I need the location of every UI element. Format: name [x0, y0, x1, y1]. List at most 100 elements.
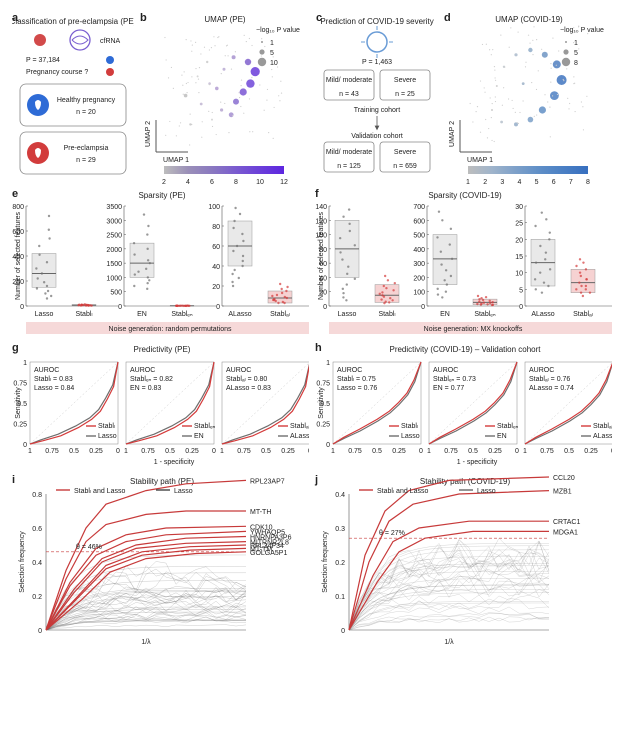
- panel-h-label: h: [315, 342, 322, 354]
- svg-text:0.75: 0.75: [444, 448, 458, 455]
- svg-text:EN = 0.83: EN = 0.83: [130, 385, 161, 392]
- svg-text:0.25: 0.25: [584, 448, 598, 455]
- svg-text:UMAP 2: UMAP 2: [449, 121, 456, 147]
- svg-text:MT-TH: MT-TH: [250, 509, 271, 516]
- svg-text:Stablₗ: Stablₗ: [98, 423, 115, 430]
- svg-text:Lasso = 0.84: Lasso = 0.84: [34, 385, 74, 392]
- svg-text:Lasso: Lasso: [477, 488, 496, 495]
- panel-b: b UMAP (PE)UMAP 1UMAP 2−log₁₀ P value151…: [140, 12, 310, 184]
- a-pfeat: P = 37,184: [26, 57, 60, 64]
- svg-text:−log₁₀ P value: −log₁₀ P value: [560, 27, 604, 34]
- svg-text:500: 500: [413, 233, 425, 240]
- svg-text:EN: EN: [440, 311, 450, 318]
- svg-text:MDGA1: MDGA1: [553, 529, 578, 536]
- cfrna-text: cfRNA: [100, 38, 121, 45]
- a-course: Pregnancy course ?: [26, 69, 88, 76]
- svg-text:1/λ: 1/λ: [444, 639, 454, 646]
- svg-text:Stablₐₗ: Stablₐₗ: [270, 311, 290, 318]
- svg-text:700: 700: [413, 204, 425, 211]
- svg-text:Sensitivity: Sensitivity: [15, 387, 22, 419]
- svg-text:400: 400: [413, 247, 425, 254]
- svg-text:Sensitivity: Sensitivity: [318, 387, 325, 419]
- svg-text:0.25: 0.25: [316, 422, 330, 429]
- svg-text:0.5: 0.5: [468, 448, 478, 455]
- svg-text:30: 30: [515, 204, 523, 211]
- svg-text:5: 5: [519, 287, 523, 294]
- svg-text:Sparsity (PE): Sparsity (PE): [138, 191, 185, 200]
- svg-text:10: 10: [515, 271, 523, 278]
- panel-c-label: c: [316, 12, 322, 24]
- svg-text:0.4: 0.4: [335, 492, 345, 499]
- svg-text:Stability path (PE): Stability path (PE): [130, 477, 194, 486]
- svg-text:1: 1: [574, 40, 578, 47]
- svg-text:EN: EN: [194, 433, 204, 440]
- panel-j: j Stability path (COVID-19)00.10.20.30.4…: [315, 474, 612, 654]
- svg-text:0.75: 0.75: [45, 448, 59, 455]
- svg-text:Stablₐₗ: Stablₐₗ: [593, 423, 612, 430]
- svg-text:1 - specificity: 1 - specificity: [457, 459, 498, 466]
- svg-text:EN = 0.77: EN = 0.77: [433, 385, 464, 392]
- svg-text:Number of selected features: Number of selected features: [15, 212, 22, 300]
- svg-text:1: 1: [270, 40, 274, 47]
- svg-text:100: 100: [208, 204, 220, 211]
- svg-text:0: 0: [419, 448, 423, 455]
- svg-text:0.8: 0.8: [32, 492, 42, 499]
- svg-text:Stablₗ: Stablₗ: [401, 423, 418, 430]
- svg-text:80: 80: [212, 224, 220, 231]
- svg-text:ALasso: ALasso: [531, 311, 554, 318]
- svg-text:10: 10: [270, 60, 278, 67]
- svg-text:0.3: 0.3: [335, 526, 345, 533]
- svg-text:CCL20: CCL20: [553, 475, 575, 482]
- a-pe-n: n = 29: [76, 157, 96, 164]
- svg-text:0.2: 0.2: [335, 560, 345, 567]
- svg-text:100: 100: [413, 290, 425, 297]
- svg-text:0.25: 0.25: [89, 448, 103, 455]
- svg-text:0: 0: [116, 448, 120, 455]
- panel-g-label: g: [12, 342, 19, 354]
- svg-text:ALasso = 0.83: ALasso = 0.83: [226, 385, 271, 392]
- svg-text:Selection frequency: Selection frequency: [19, 531, 26, 593]
- svg-text:θ = 46%: θ = 46%: [76, 544, 102, 551]
- svg-text:−log₁₀ P value: −log₁₀ P value: [256, 27, 300, 34]
- svg-text:20: 20: [212, 284, 220, 291]
- svg-text:1 - specificity: 1 - specificity: [154, 459, 195, 466]
- c-valid-sev-l: Severe: [394, 149, 416, 156]
- svg-text:0.25: 0.25: [392, 448, 406, 455]
- svg-text:ALasso: ALasso: [290, 433, 309, 440]
- svg-text:Number of selected features: Number of selected features: [318, 212, 325, 300]
- c-train-mild-l: Mild/ moderate: [326, 77, 372, 84]
- panel-i-label: i: [12, 474, 15, 486]
- cfrna-wave: [72, 36, 88, 44]
- panel-e-label: e: [12, 188, 18, 200]
- virus-spikes: [361, 26, 393, 58]
- svg-text:AUROC: AUROC: [34, 367, 59, 374]
- svg-text:0: 0: [611, 448, 612, 455]
- svg-text:0.75: 0.75: [316, 381, 330, 388]
- svg-text:0: 0: [519, 304, 523, 311]
- svg-text:0.25: 0.25: [13, 422, 27, 429]
- svg-text:Stablₗ = 0.75: Stablₗ = 0.75: [337, 376, 376, 383]
- svg-text:Stablₗ and Lasso: Stablₗ and Lasso: [377, 488, 428, 495]
- svg-text:Predictivity (PE): Predictivity (PE): [134, 345, 191, 354]
- svg-text:6: 6: [210, 179, 214, 184]
- panel-j-label: j: [315, 474, 318, 486]
- c-valid-sev-n: n = 659: [393, 163, 417, 170]
- a-pe-label: Pre-eclampsia: [64, 145, 109, 152]
- svg-text:1: 1: [23, 360, 27, 367]
- svg-text:0.75: 0.75: [237, 448, 251, 455]
- svg-text:0.75: 0.75: [540, 448, 554, 455]
- svg-text:θ = 27%: θ = 27%: [379, 530, 405, 537]
- svg-text:RPL23AP7: RPL23AP7: [250, 478, 285, 485]
- panel-e: e Sparsity (PE)0200400600800LassoStablₗ0…: [12, 188, 309, 338]
- c-train-sev-l: Severe: [394, 77, 416, 84]
- svg-text:2000: 2000: [106, 247, 122, 254]
- c-title: Prediction of COVID-19 severity: [320, 17, 433, 26]
- svg-text:0: 0: [212, 448, 216, 455]
- svg-text:0.75: 0.75: [13, 381, 27, 388]
- svg-text:1000: 1000: [106, 275, 122, 282]
- svg-text:0: 0: [23, 442, 27, 449]
- svg-text:EN: EN: [497, 433, 507, 440]
- a-healthy-n: n = 20: [76, 109, 96, 116]
- svg-text:20: 20: [515, 237, 523, 244]
- stability-covid: Stability path (COVID-19)00.10.20.30.4θ …: [315, 474, 612, 654]
